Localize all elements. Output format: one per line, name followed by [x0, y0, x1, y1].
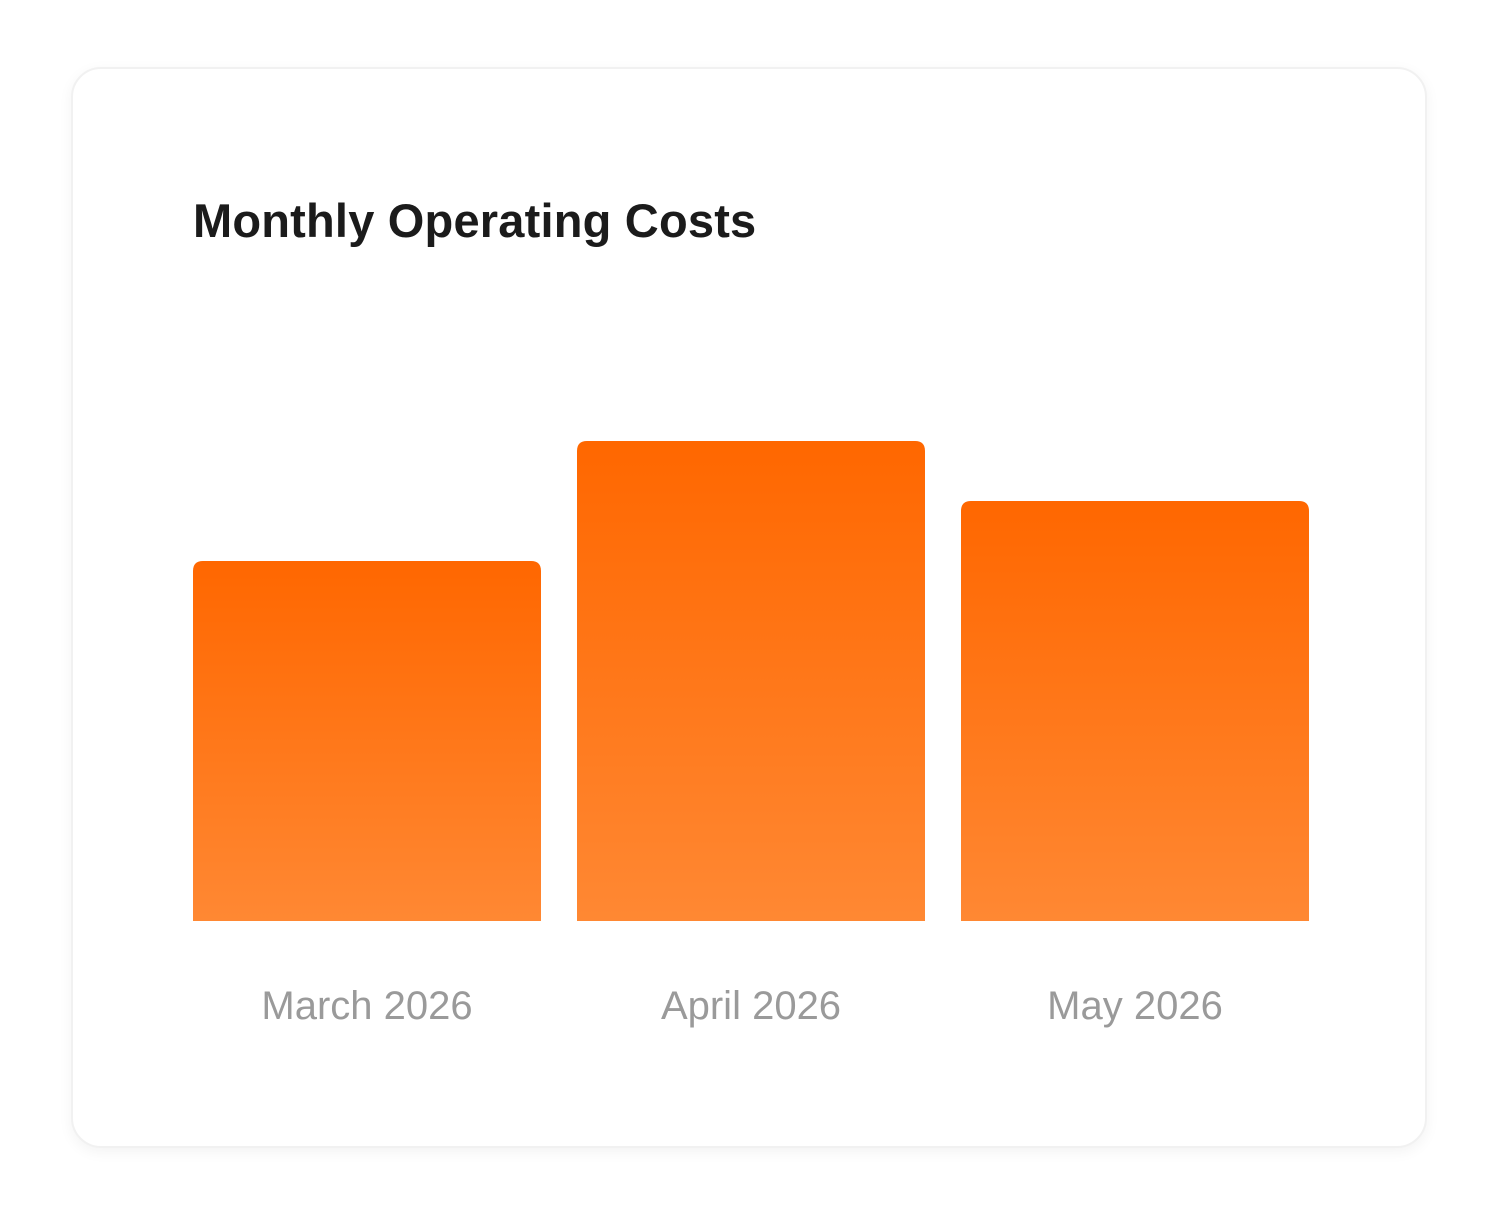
- bars-group: [193, 441, 1309, 921]
- category-label: May 2026: [1047, 984, 1223, 1028]
- bar-may-2026: [961, 501, 1309, 921]
- bar-april-2026: [577, 441, 925, 921]
- category-label: March 2026: [261, 984, 472, 1028]
- chart-title: Monthly Operating Costs: [193, 194, 757, 247]
- bar-chart: March 2026 April 2026 May 2026: [193, 441, 1309, 1028]
- chart-card: Monthly Operating Costs March 2026 April …: [71, 67, 1427, 1148]
- bar-march-2026: [193, 561, 541, 921]
- category-label: April 2026: [661, 984, 841, 1028]
- category-labels-group: March 2026 April 2026 May 2026: [261, 984, 1222, 1028]
